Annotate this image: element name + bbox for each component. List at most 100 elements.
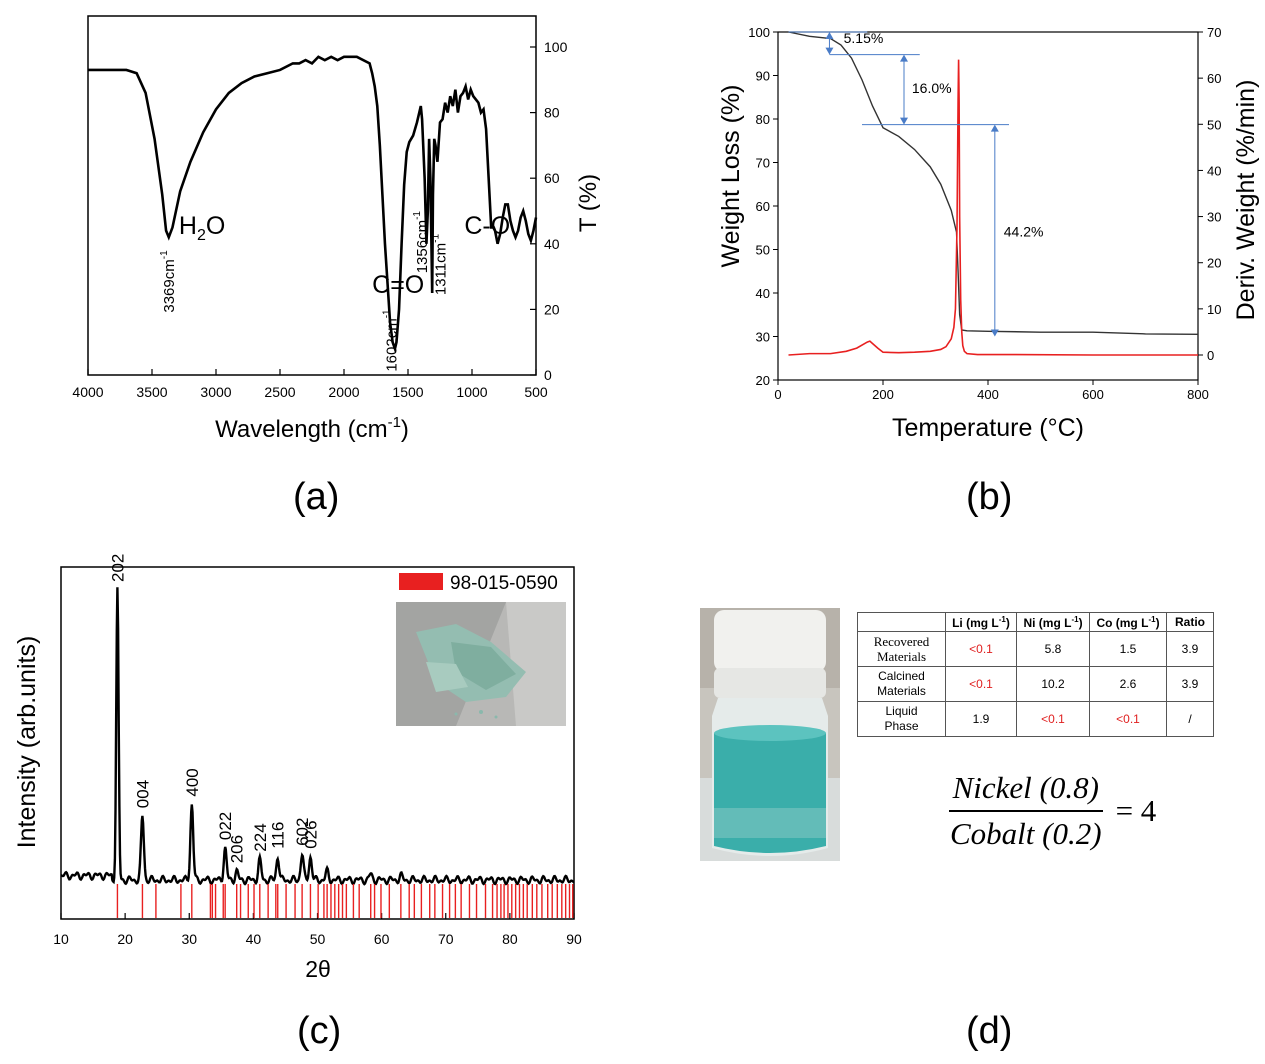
- x-tick-label: 50: [310, 931, 326, 947]
- peak-label: 116: [269, 822, 288, 849]
- panel-label-b: (b): [966, 476, 1013, 518]
- x-tick-label: 10: [53, 931, 69, 947]
- table-row: Calcined Materials <0.1 10.2 2.6 3.9: [857, 666, 1214, 702]
- y-tick-label: 20: [756, 373, 770, 388]
- x-tick-label: 30: [181, 931, 197, 947]
- y2-tick-label: 60: [1207, 71, 1221, 86]
- derivative-weight-line: [788, 59, 1198, 356]
- xrd-pattern-line: [61, 587, 575, 886]
- tga-y2-axis-label: Deriv. Weight (%/min): [1232, 80, 1260, 321]
- x-tick-label: 2500: [264, 384, 295, 400]
- ftir-y-axis-label: T (%): [575, 174, 600, 232]
- row-label: Calcined Materials: [857, 666, 946, 702]
- y-tick-label: 0: [544, 367, 552, 383]
- peak-label: 206: [228, 835, 247, 863]
- cell-li: <0.1: [945, 631, 1017, 667]
- cell-li: <0.1: [945, 666, 1017, 702]
- y-tick-label: 100: [748, 25, 770, 40]
- y-tick-label: 100: [544, 39, 568, 55]
- x-tick-label: 200: [872, 387, 894, 402]
- y-tick-label: 30: [756, 330, 770, 345]
- weight-loss-annotation: 16.0%: [912, 80, 952, 96]
- cell-ni: 5.8: [1016, 631, 1090, 667]
- arrow-head: [990, 124, 999, 132]
- peak-label: 026: [301, 820, 320, 848]
- legend-label: 98-015-0590: [450, 573, 558, 594]
- table-row: Liquid Phase 1.9 <0.1 <0.1 /: [857, 701, 1214, 737]
- panel-label-a: (a): [293, 476, 340, 518]
- peak-label: 022: [216, 812, 235, 840]
- y2-tick-label: 10: [1207, 302, 1221, 317]
- table-header-cell: [857, 612, 946, 632]
- xrd-y-axis-label: Intensity (arb.units): [13, 636, 41, 849]
- x-tick-label: 1500: [392, 384, 423, 400]
- x-tick-label: 2000: [328, 384, 359, 400]
- x-tick-label: 90: [566, 931, 582, 947]
- cell-co: 2.6: [1089, 666, 1167, 702]
- y-tick-label: 60: [544, 170, 560, 186]
- x-tick-label: 70: [438, 931, 454, 947]
- ftir-spectrum-line: [88, 55, 538, 354]
- cell-ratio: /: [1166, 701, 1214, 737]
- y2-tick-label: 20: [1207, 256, 1221, 271]
- peak-label: 202: [108, 554, 127, 582]
- y-tick-label: 40: [756, 286, 770, 301]
- cell-ratio: 3.9: [1166, 666, 1214, 702]
- cell-co: 1.5: [1089, 631, 1167, 667]
- group-annotation: H2O: [179, 212, 225, 244]
- arrow-head: [990, 329, 999, 337]
- y2-tick-label: 40: [1207, 163, 1221, 178]
- cell-ni: 10.2: [1016, 666, 1090, 702]
- x-tick-label: 3500: [136, 384, 167, 400]
- weight-loss-annotation: 44.2%: [1004, 223, 1044, 239]
- cell-co: <0.1: [1089, 701, 1167, 737]
- tga-plot-frame: [777, 31, 1199, 381]
- y-tick-label: 50: [756, 243, 770, 258]
- panel-label-c: (c): [297, 1010, 342, 1052]
- y-tick-label: 20: [544, 301, 560, 317]
- x-tick-label: 400: [977, 387, 999, 402]
- x-tick-label: 600: [1082, 387, 1104, 402]
- arrow-head: [900, 117, 908, 125]
- ftir-plot-frame: [87, 15, 537, 376]
- y-tick-label: 60: [756, 199, 770, 214]
- row-label: Recovered Materials: [857, 631, 946, 667]
- powder-photo: [396, 602, 566, 726]
- peak-label: 004: [133, 780, 152, 808]
- y-tick-label: 80: [544, 105, 560, 121]
- table-header-row: Li (mg L-1) Ni (mg L-1) Co (mg L-1) Rati…: [857, 612, 1214, 632]
- peak-annotation: 3369cm-1: [159, 250, 178, 313]
- ratio-equation: Nickel (0.8) Cobalt (0.2) = 4: [946, 770, 1156, 852]
- table-row: Recovered Materials <0.1 5.8 1.5 3.9: [857, 631, 1214, 667]
- cell-li: 1.9: [945, 701, 1017, 737]
- y2-tick-label: 50: [1207, 117, 1221, 132]
- cell-ni: <0.1: [1016, 701, 1090, 737]
- equation-denominator: Cobalt (0.2): [950, 816, 1102, 851]
- equation-rhs: = 4: [1115, 793, 1157, 828]
- y-tick-label: 90: [756, 69, 770, 84]
- xrd-x-axis-label: 2θ: [305, 956, 331, 982]
- peak-label: 400: [183, 768, 202, 796]
- cell-ratio: 3.9: [1166, 631, 1214, 667]
- tga-y-axis-label: Weight Loss (%): [717, 85, 745, 268]
- arrow-head: [900, 54, 908, 62]
- x-tick-label: 4000: [72, 384, 103, 400]
- x-tick-label: 60: [374, 931, 390, 947]
- table-header-cell: Ni (mg L-1): [1016, 612, 1090, 632]
- peak-annotation: 1356cm-1: [412, 211, 431, 274]
- x-tick-label: 3000: [200, 384, 231, 400]
- y-tick-label: 80: [756, 112, 770, 127]
- y-tick-label: 70: [756, 156, 770, 171]
- x-tick-label: 1000: [456, 384, 487, 400]
- y-tick-label: 40: [544, 236, 560, 252]
- concentration-table: Li (mg L-1) Ni (mg L-1) Co (mg L-1) Rati…: [857, 612, 1214, 737]
- ftir-x-axis-label: Wavelength (cm-1): [215, 414, 409, 443]
- peak-label: 224: [251, 823, 270, 851]
- table-header-cell: Co (mg L-1): [1089, 612, 1167, 632]
- y2-tick-label: 70: [1207, 25, 1221, 40]
- table-header-cell: Li (mg L-1): [945, 612, 1017, 632]
- weight-loss-line: [788, 31, 1199, 336]
- peak-annotation: 1602cm-1: [381, 309, 400, 372]
